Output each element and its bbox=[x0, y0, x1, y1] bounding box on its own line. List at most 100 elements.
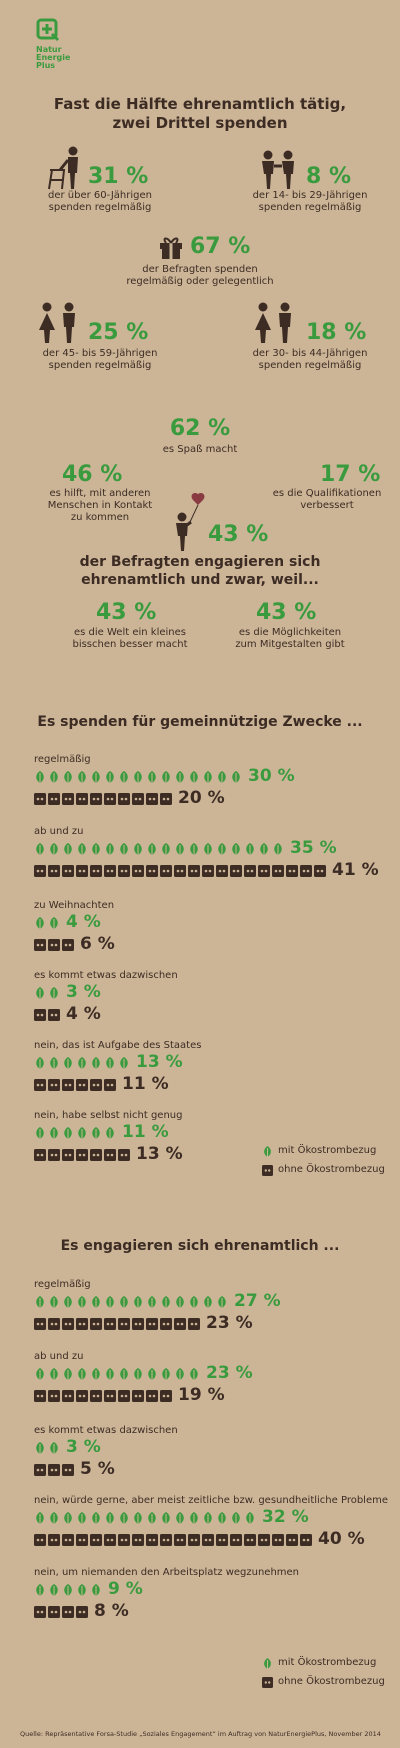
category-label: regelmäßig bbox=[34, 1279, 91, 1290]
leaf-icon bbox=[148, 1368, 156, 1380]
bar-with-eco-power bbox=[34, 916, 62, 930]
stat-overall-value: 67 % bbox=[190, 234, 251, 259]
data-label: 32 % bbox=[262, 1507, 309, 1527]
leaf-icon bbox=[162, 1512, 170, 1524]
stat-overall-line1: der Befragten spenden bbox=[142, 264, 258, 275]
bar-without-eco-power bbox=[34, 1605, 90, 1619]
category-label: nein, um niemanden den Arbeitsplatz wegz… bbox=[34, 1567, 300, 1578]
page-title-line1: Fast die Hälfte ehrenamtlich tätig, bbox=[53, 95, 347, 113]
leaf-icon bbox=[232, 771, 240, 783]
leaf-icon bbox=[190, 843, 198, 855]
plug-icon bbox=[146, 1534, 158, 1546]
person-with-heart-balloon-icon bbox=[176, 492, 205, 551]
stat-overall-line2: regelmäßig oder gelegentlich bbox=[126, 276, 274, 287]
bar-without-eco-power bbox=[34, 1533, 314, 1547]
reason-contact-line2: Menschen in Kontakt bbox=[47, 500, 153, 511]
leaf-icon bbox=[36, 1127, 44, 1139]
leaf-icon bbox=[148, 1512, 156, 1524]
leaf-icon bbox=[92, 1512, 100, 1524]
leaf-icon bbox=[106, 843, 114, 855]
leaf-icon bbox=[64, 1296, 72, 1308]
data-label: 20 % bbox=[178, 788, 225, 808]
leaf-icon bbox=[120, 1057, 128, 1069]
data-label: 6 % bbox=[80, 934, 115, 954]
plug-icon bbox=[34, 1606, 46, 1618]
bar-with-eco-power bbox=[34, 986, 62, 1000]
reason-qualifications-line2: verbessert bbox=[300, 500, 354, 511]
leaf-icon bbox=[190, 1296, 198, 1308]
plug-icon bbox=[34, 1009, 46, 1021]
reason-better-world-value: 43 % bbox=[96, 600, 157, 625]
leaf-icon bbox=[120, 1512, 128, 1524]
leaf-icon bbox=[106, 1057, 114, 1069]
plug-icon bbox=[262, 1165, 273, 1176]
plug-icon bbox=[48, 1534, 60, 1546]
plug-icon bbox=[146, 1390, 158, 1402]
leaf-icon bbox=[246, 843, 254, 855]
leaf-icon bbox=[134, 1296, 142, 1308]
data-label: 30 % bbox=[248, 766, 295, 786]
category-label: ab und zu bbox=[34, 826, 84, 837]
reason-better-world-line2: bisschen besser macht bbox=[72, 639, 188, 650]
leaf-icon bbox=[78, 1296, 86, 1308]
plug-icon bbox=[314, 865, 326, 877]
plug-icon bbox=[104, 1534, 116, 1546]
leaf-icon bbox=[92, 1296, 100, 1308]
leaf-icon bbox=[134, 1368, 142, 1380]
logo-mark-icon bbox=[36, 18, 60, 42]
plug-icon bbox=[62, 1149, 74, 1161]
legend-with-label: mit Ökostrombezug bbox=[278, 1657, 377, 1668]
plug-icon bbox=[160, 1390, 172, 1402]
leaf-icon bbox=[148, 843, 156, 855]
bar-without-eco-power bbox=[34, 864, 328, 878]
plug-icon bbox=[160, 793, 172, 805]
leaf-icon bbox=[50, 843, 58, 855]
leaf-icon bbox=[162, 771, 170, 783]
stat-over60-line1: der über 60-Jährigen bbox=[48, 190, 152, 201]
leaf-icon bbox=[148, 1296, 156, 1308]
leaf-icon bbox=[264, 1146, 271, 1157]
reason-contact-line1: es hilft, mit anderen bbox=[49, 488, 151, 499]
plug-icon bbox=[62, 1318, 74, 1330]
stat-over60-value: 31 % bbox=[88, 164, 149, 189]
plug-icon bbox=[132, 1318, 144, 1330]
leaf-icon bbox=[218, 771, 226, 783]
leaf-icon bbox=[36, 1057, 44, 1069]
bar-with-eco-power bbox=[34, 842, 286, 856]
plug-icon bbox=[62, 1464, 74, 1476]
reason-qualifications-caption: es die Qualifikationen verbessert bbox=[262, 488, 392, 512]
gift-icon bbox=[160, 237, 182, 259]
plug-icon bbox=[90, 1534, 102, 1546]
leaf-icon bbox=[264, 1658, 271, 1669]
plug-icon bbox=[188, 865, 200, 877]
plug-icon bbox=[76, 1079, 88, 1091]
leaf-icon bbox=[232, 1512, 240, 1524]
leaf-icon bbox=[92, 1584, 100, 1596]
plug-icon bbox=[62, 939, 74, 951]
bar-without-eco-power bbox=[34, 938, 76, 952]
category-label: es kommt etwas dazwischen bbox=[34, 970, 178, 981]
stat-14-29-value: 8 % bbox=[306, 164, 352, 189]
reason-qualifications-value: 17 % bbox=[320, 462, 381, 487]
plug-icon bbox=[188, 1318, 200, 1330]
plug-icon bbox=[104, 1149, 116, 1161]
plug-icon bbox=[48, 1079, 60, 1091]
plug-icon bbox=[62, 793, 74, 805]
reason-contact-line3: zu kommen bbox=[70, 512, 130, 523]
leaf-icon bbox=[50, 771, 58, 783]
plug-icon bbox=[62, 865, 74, 877]
plug-icon bbox=[34, 1318, 46, 1330]
leaf-icon bbox=[120, 771, 128, 783]
plug-icon bbox=[202, 1534, 214, 1546]
plug-icon bbox=[132, 1534, 144, 1546]
bar-without-eco-power bbox=[34, 1148, 132, 1162]
plug-icon bbox=[48, 939, 60, 951]
plug-icon bbox=[118, 1149, 130, 1161]
leaf-icon bbox=[120, 1368, 128, 1380]
leaf-icon bbox=[190, 771, 198, 783]
leaf-icon bbox=[120, 843, 128, 855]
plug-icon bbox=[76, 793, 88, 805]
plug-icon bbox=[76, 865, 88, 877]
plug-icon bbox=[48, 865, 60, 877]
leaf-icon bbox=[50, 1127, 58, 1139]
